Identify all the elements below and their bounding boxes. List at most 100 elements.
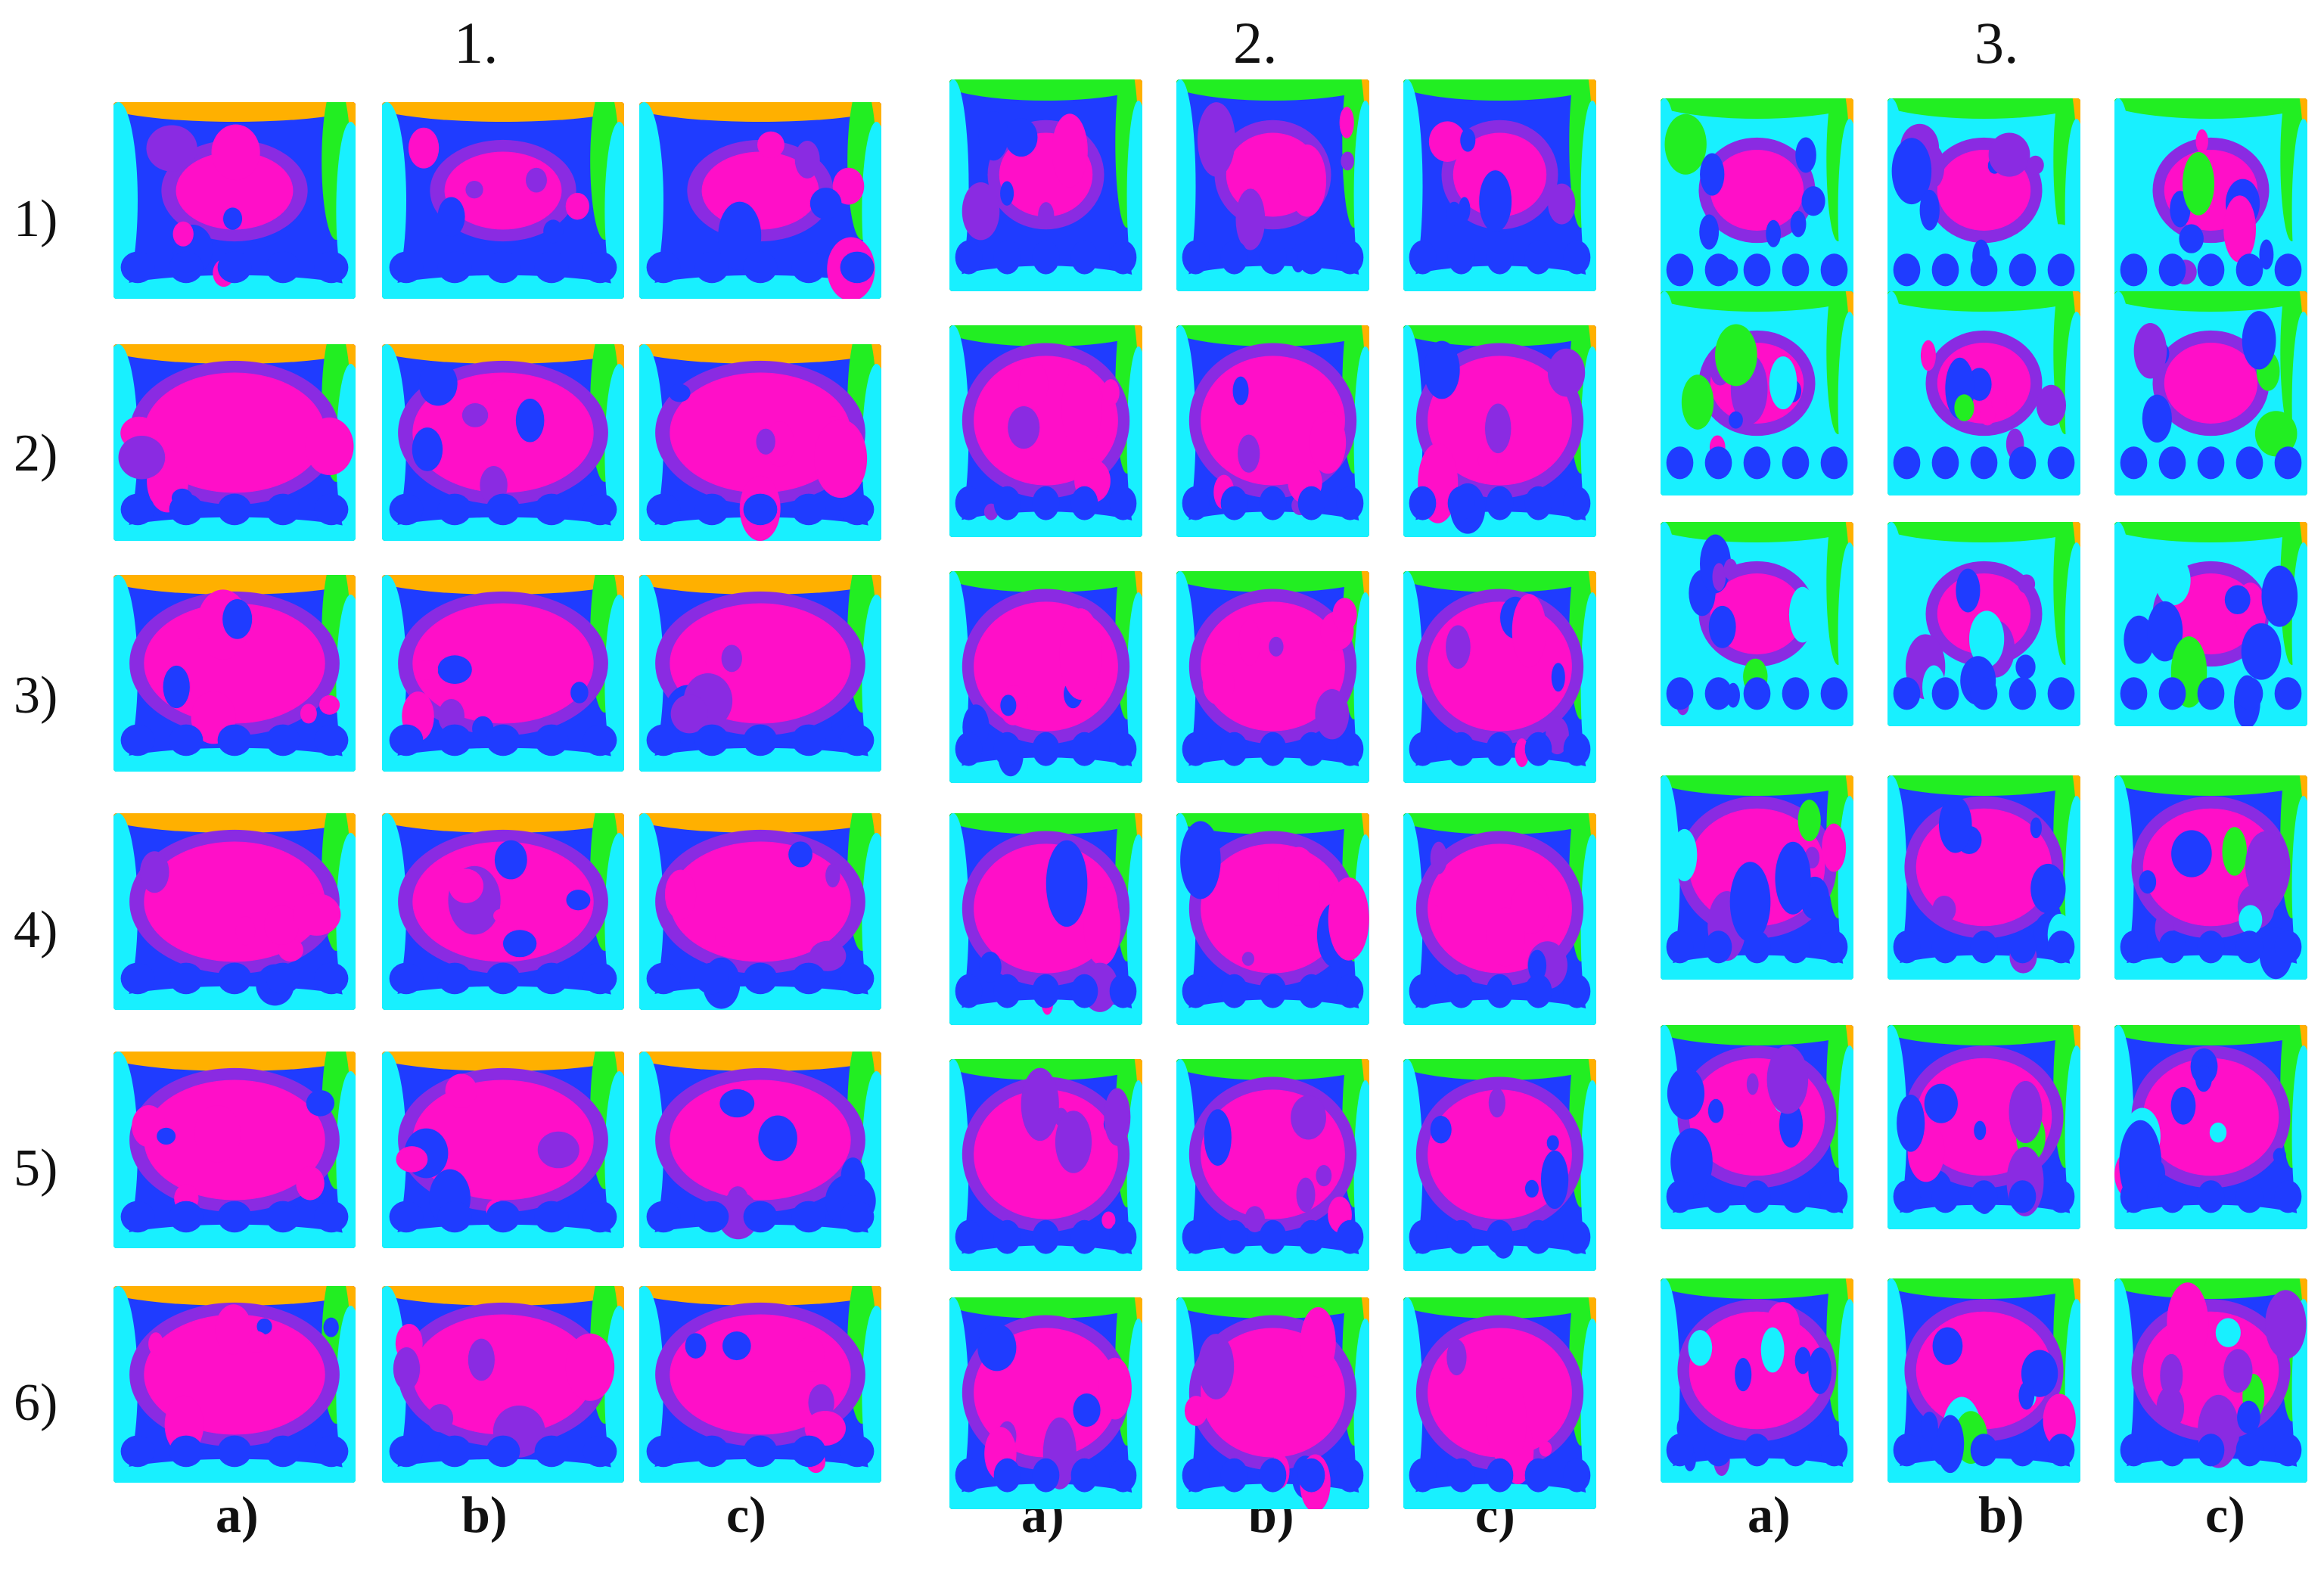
- heatmap-image: [1661, 522, 1853, 726]
- heatmap-image: [1403, 1297, 1596, 1509]
- heatmap-tile-g1-r4-a: [113, 813, 356, 1010]
- heatmap-image: [1403, 571, 1596, 783]
- heatmap-tile-g3-r3-a: [1661, 522, 1853, 726]
- heatmap-image: [639, 813, 881, 1010]
- heatmap-image: [1176, 813, 1369, 1025]
- heatmap-tile-g1-r4-b: [382, 813, 624, 1010]
- heatmap-tile-g2-r5-b: [1176, 1059, 1369, 1271]
- heatmap-tile-g3-r1-c: [2114, 98, 2307, 303]
- heatmap-tile-g2-r4-c: [1403, 813, 1596, 1025]
- heatmap-image: [639, 1286, 881, 1483]
- heatmap-image: [382, 575, 624, 772]
- heatmap-tile-g2-r6-c: [1403, 1297, 1596, 1509]
- heatmap-tile-g2-r3-c: [1403, 571, 1596, 783]
- heatmap-image: [113, 1286, 356, 1483]
- heatmap-tile-g1-r4-c: [639, 813, 881, 1010]
- heatmap-image: [949, 1059, 1142, 1271]
- heatmap-image: [639, 102, 881, 299]
- heatmap-image: [382, 102, 624, 299]
- heatmap-image: [1176, 1297, 1369, 1509]
- heatmap-tile-g3-r2-a: [1661, 291, 1853, 495]
- heatmap-tile-g3-r6-c: [2114, 1278, 2307, 1483]
- row-label-6: 6): [14, 1374, 58, 1432]
- heatmap-image: [1176, 79, 1369, 291]
- group-1-col-label-a: a): [216, 1486, 259, 1543]
- heatmap-tile-g1-r2-b: [382, 344, 624, 541]
- heatmap-image: [1403, 79, 1596, 291]
- heatmap-tile-g3-r5-c: [2114, 1025, 2307, 1229]
- row-label-3: 3): [14, 666, 58, 725]
- heatmap-image: [949, 79, 1142, 291]
- heatmap-tile-g1-r6-a: [113, 1286, 356, 1483]
- heatmap-image: [1661, 98, 1853, 303]
- heatmap-tile-g3-r3-c: [2114, 522, 2307, 726]
- heatmap-image: [1887, 1025, 2080, 1229]
- heatmap-image: [1887, 98, 2080, 303]
- heatmap-image: [639, 344, 881, 541]
- heatmap-image: [1176, 325, 1369, 537]
- heatmap-image: [1661, 1278, 1853, 1483]
- heatmap-image: [2114, 1278, 2307, 1483]
- heatmap-image: [949, 1297, 1142, 1509]
- heatmap-tile-g1-r2-a: [113, 344, 356, 541]
- heatmap-image: [1176, 571, 1369, 783]
- heatmap-image: [949, 325, 1142, 537]
- heatmap-image: [2114, 1025, 2307, 1229]
- heatmap-tile-g2-r1-c: [1403, 79, 1596, 291]
- heatmap-image: [382, 1052, 624, 1248]
- group-3-col-label-a: a): [1748, 1486, 1791, 1543]
- row-label-4: 4): [14, 901, 58, 959]
- heatmap-tile-g1-r3-c: [639, 575, 881, 772]
- row-label-2: 2): [14, 424, 58, 483]
- heatmap-tile-g2-r4-a: [949, 813, 1142, 1025]
- heatmap-image: [1887, 291, 2080, 495]
- heatmap-tile-g3-r4-a: [1661, 775, 1853, 980]
- heatmap-tile-g3-r4-b: [1887, 775, 2080, 980]
- heatmap-image: [113, 813, 356, 1010]
- heatmap-image: [382, 1286, 624, 1483]
- heatmap-tile-g2-r6-b: [1176, 1297, 1369, 1509]
- heatmap-tile-g1-r5-b: [382, 1052, 624, 1248]
- heatmap-image: [113, 1052, 356, 1248]
- heatmap-tile-g3-r5-b: [1887, 1025, 2080, 1229]
- heatmap-tile-g2-r1-b: [1176, 79, 1369, 291]
- heatmap-tile-g3-r6-a: [1661, 1278, 1853, 1483]
- heatmap-image: [113, 344, 356, 541]
- heatmap-image: [113, 575, 356, 772]
- heatmap-image: [639, 1052, 881, 1248]
- heatmap-tile-g2-r5-c: [1403, 1059, 1596, 1271]
- heatmap-image: [949, 813, 1142, 1025]
- group-3-col-label-b: b): [1978, 1486, 2024, 1543]
- heatmap-image: [2114, 775, 2307, 980]
- heatmap-image: [1887, 522, 2080, 726]
- heatmap-tile-g1-r5-a: [113, 1052, 356, 1248]
- group-title-2: 2.: [1233, 10, 1278, 76]
- heatmap-tile-g2-r1-a: [949, 79, 1142, 291]
- heatmap-image: [1403, 813, 1596, 1025]
- heatmap-tile-g2-r2-a: [949, 325, 1142, 537]
- heatmap-image: [1887, 775, 2080, 980]
- heatmap-tile-g2-r5-a: [949, 1059, 1142, 1271]
- heatmap-tile-g1-r5-c: [639, 1052, 881, 1248]
- heatmap-image: [1176, 1059, 1369, 1271]
- heatmap-tile-g1-r3-a: [113, 575, 356, 772]
- heatmap-image: [2114, 291, 2307, 495]
- heatmap-tile-g1-r2-c: [639, 344, 881, 541]
- heatmap-image: [1403, 325, 1596, 537]
- group-1-col-label-c: c): [726, 1486, 766, 1543]
- heatmap-tile-g2-r6-a: [949, 1297, 1142, 1509]
- heatmap-image: [1661, 775, 1853, 980]
- heatmap-image: [639, 575, 881, 772]
- group-title-3: 3.: [1974, 10, 2019, 76]
- row-label-5: 5): [14, 1139, 58, 1198]
- heatmap-tile-g1-r1-a: [113, 102, 356, 299]
- heatmap-tile-g1-r3-b: [382, 575, 624, 772]
- heatmap-image: [382, 344, 624, 541]
- row-label-1: 1): [14, 190, 58, 248]
- heatmap-tile-g3-r2-b: [1887, 291, 2080, 495]
- heatmap-image: [382, 813, 624, 1010]
- heatmap-tile-g3-r2-c: [2114, 291, 2307, 495]
- heatmap-tile-g2-r2-c: [1403, 325, 1596, 537]
- heatmap-tile-g2-r2-b: [1176, 325, 1369, 537]
- group-3-col-label-c: c): [2205, 1486, 2245, 1543]
